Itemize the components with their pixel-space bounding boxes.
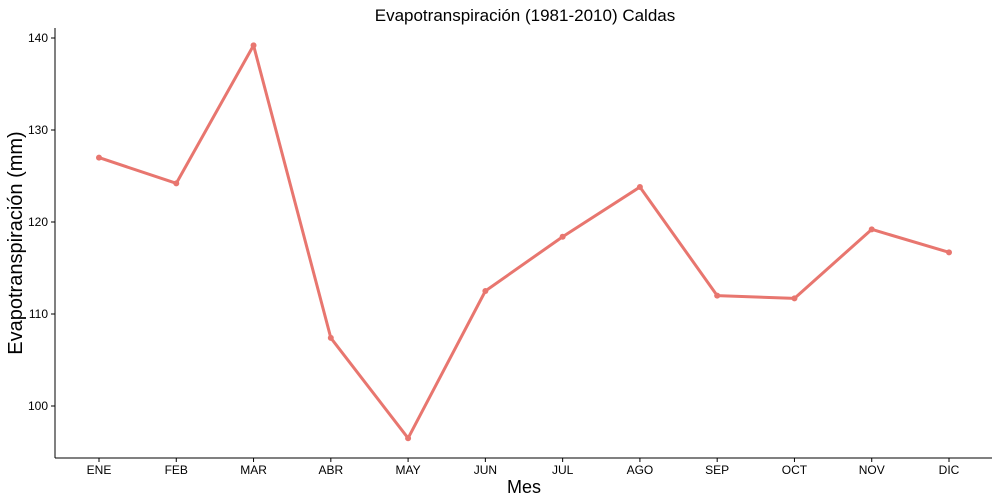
x-tick-label-abr: ABR [318,463,343,477]
data-point-nov [868,226,875,233]
x-tick-label-jun: JUN [474,463,497,477]
data-point-oct [791,295,798,302]
x-tick-label-feb: FEB [165,463,188,477]
y-tick-label: 140 [28,31,48,45]
series-line [97,43,951,440]
y-tick-label: 120 [28,215,48,229]
x-axis-ticks: ENE FEB MAR ABR MAY JUN JUL AGO SEP OCT NOV DIC [87,458,960,477]
data-point-dic [946,249,952,256]
x-tick-label-dic: DIC [939,463,960,477]
data-point-mar [250,42,257,49]
data-point-sep [714,292,721,299]
chart-title: Evapotranspiración (1981-2010) Caldas [375,6,676,25]
x-tick-label-ago: AGO [627,463,654,477]
x-axis-title: Mes [507,477,541,497]
y-axis-title: Evapotranspiración (mm) [5,131,27,354]
data-point-jul [559,233,566,240]
data-point-may [405,435,412,442]
x-tick-label-ene: ENE [87,463,112,477]
data-point-ene [96,154,102,161]
x-tick-label-nov: NOV [859,463,885,477]
data-point-abr [327,334,334,341]
data-point-feb [173,180,180,187]
y-tick-label: 100 [28,399,48,413]
x-tick-label-mar: MAR [240,463,267,477]
x-tick-label-jul: JUL [552,463,574,477]
y-tick-label: 110 [29,307,48,321]
x-tick-label-oct: OCT [782,463,808,477]
data-point-ago [636,184,643,191]
y-axis-ticks: 100 110 120 130 140 [28,31,55,413]
y-tick-label: 130 [28,123,48,137]
x-tick-label-may: MAY [396,463,421,477]
series-evapotranspiracion [96,42,952,442]
data-point-jun [482,288,489,294]
x-tick-label-sep: SEP [705,463,729,477]
